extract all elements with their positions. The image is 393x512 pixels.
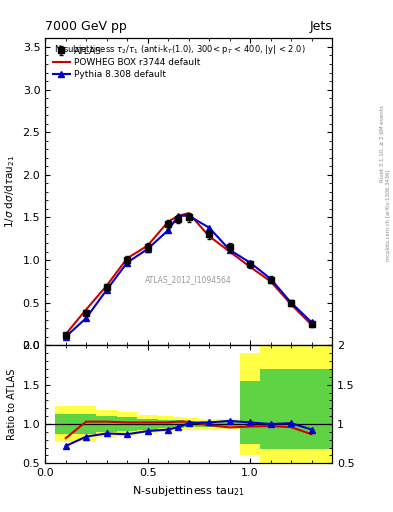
Pythia 8.308 default — [309, 319, 314, 325]
Pythia 8.308 default — [227, 247, 232, 253]
Pythia 8.308 default — [125, 260, 130, 266]
Pythia 8.308 default — [145, 246, 150, 252]
Pythia 8.308 default — [289, 300, 294, 306]
POWHEG BOX r3744 default — [207, 233, 211, 239]
POWHEG BOX r3744 default — [145, 243, 150, 249]
POWHEG BOX r3744 default — [63, 331, 68, 337]
Text: Jets: Jets — [309, 20, 332, 33]
Pythia 8.308 default — [104, 287, 109, 293]
POWHEG BOX r3744 default — [289, 302, 294, 308]
Pythia 8.308 default — [186, 212, 191, 219]
POWHEG BOX r3744 default — [248, 264, 252, 270]
Pythia 8.308 default — [63, 334, 68, 340]
Text: N-subjettiness $\tau_2/\tau_1$ (anti-k$_T$(1.0), 300< p$_T$ < 400, |y| < 2.0): N-subjettiness $\tau_2/\tau_1$ (anti-k$_… — [54, 43, 305, 56]
POWHEG BOX r3744 default — [166, 219, 171, 225]
POWHEG BOX r3744 default — [268, 279, 273, 285]
POWHEG BOX r3744 default — [176, 212, 181, 219]
POWHEG BOX r3744 default — [125, 255, 130, 262]
Pythia 8.308 default — [207, 225, 211, 231]
Pythia 8.308 default — [268, 276, 273, 282]
Text: 7000 GeV pp: 7000 GeV pp — [45, 20, 127, 33]
Pythia 8.308 default — [166, 227, 171, 233]
Text: Rivet 3.1.10, ≥ 2.6M events: Rivet 3.1.10, ≥ 2.6M events — [380, 105, 384, 182]
Y-axis label: Ratio to ATLAS: Ratio to ATLAS — [7, 369, 17, 440]
POWHEG BOX r3744 default — [227, 248, 232, 254]
POWHEG BOX r3744 default — [84, 307, 88, 313]
POWHEG BOX r3744 default — [104, 283, 109, 289]
Pythia 8.308 default — [84, 315, 88, 321]
Pythia 8.308 default — [248, 260, 252, 266]
Legend: ATLAS, POWHEG BOX r3744 default, Pythia 8.308 default: ATLAS, POWHEG BOX r3744 default, Pythia … — [50, 43, 204, 82]
POWHEG BOX r3744 default — [186, 210, 191, 216]
Line: POWHEG BOX r3744 default: POWHEG BOX r3744 default — [66, 213, 312, 334]
Text: mcplots.cern.ch [arXiv:1306.3436]: mcplots.cern.ch [arXiv:1306.3436] — [386, 169, 391, 261]
X-axis label: N-subjettiness tau$_{21}$: N-subjettiness tau$_{21}$ — [132, 484, 245, 498]
POWHEG BOX r3744 default — [309, 322, 314, 328]
Text: ATLAS_2012_I1094564: ATLAS_2012_I1094564 — [145, 275, 232, 284]
Pythia 8.308 default — [176, 212, 181, 219]
Y-axis label: 1/$\sigma$ d$\sigma$/d$\tau$au$_{21}$: 1/$\sigma$ d$\sigma$/d$\tau$au$_{21}$ — [3, 155, 17, 228]
Line: Pythia 8.308 default: Pythia 8.308 default — [63, 213, 314, 339]
